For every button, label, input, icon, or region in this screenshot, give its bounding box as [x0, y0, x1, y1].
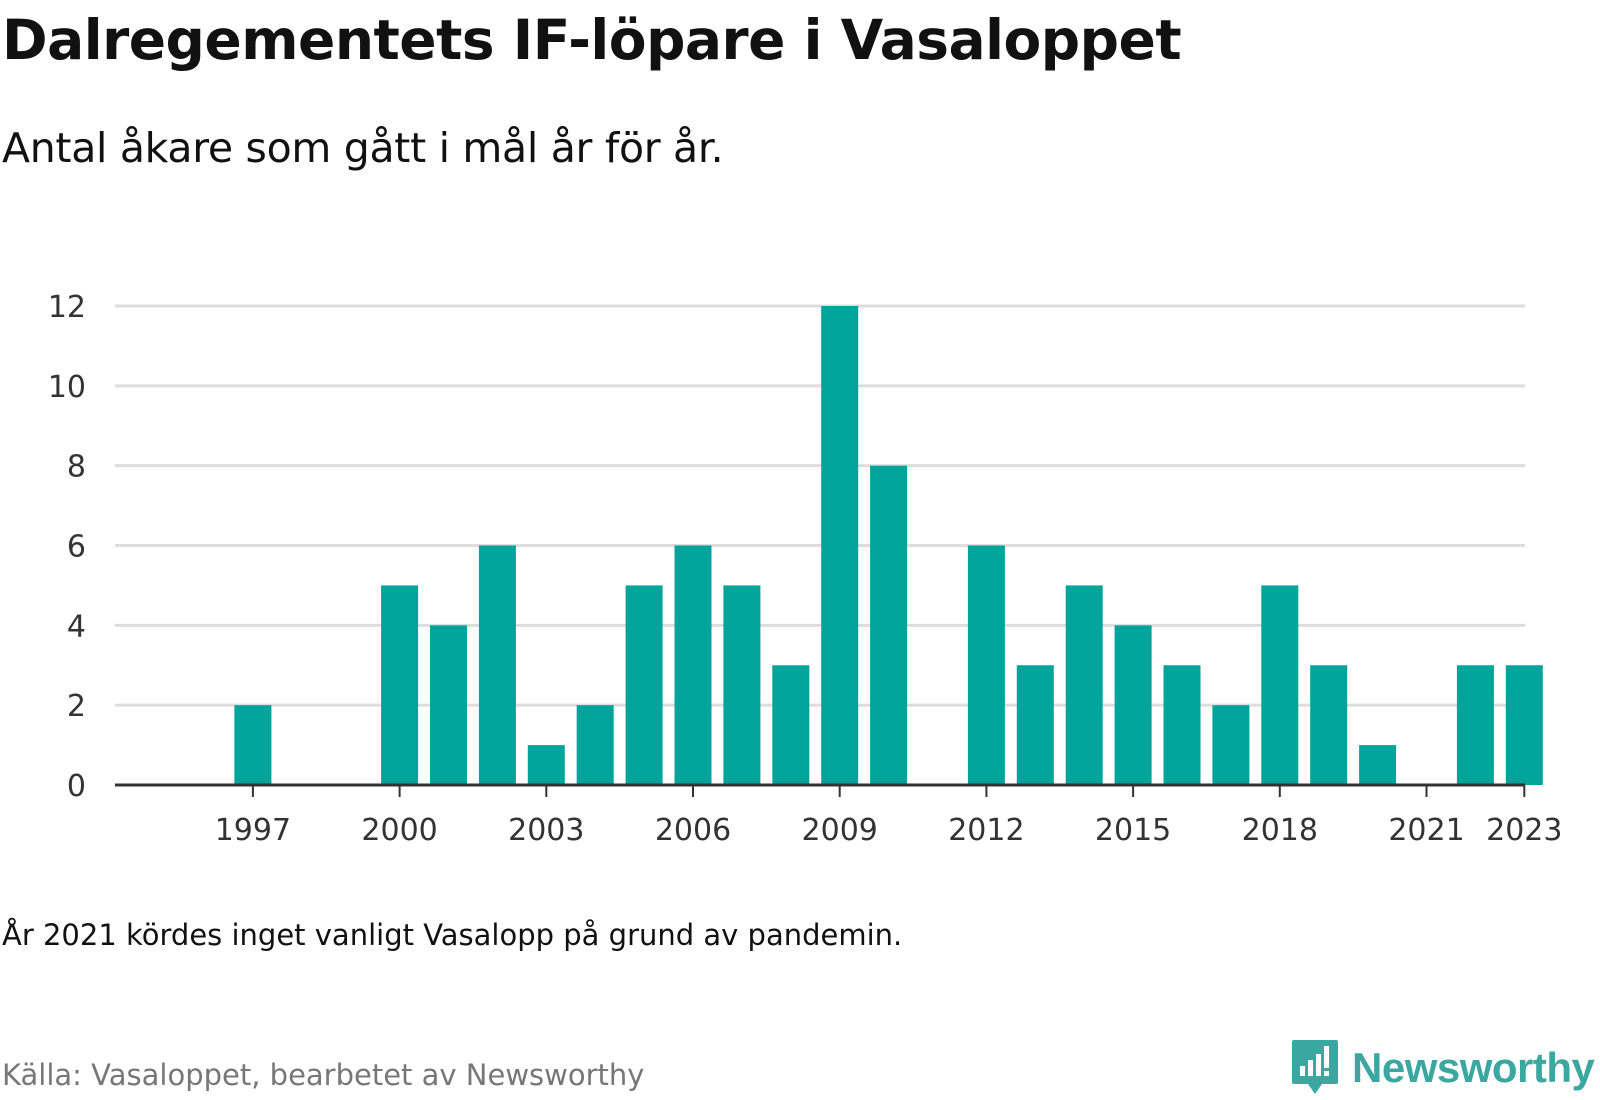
x-axis: 1997 2000 2003 2006 2009 2012 2015 2018 2021 2023	[115, 783, 1562, 848]
bar-2003[interactable]	[527, 745, 565, 785]
y-tick-label: 12	[48, 290, 86, 325]
bar-2020[interactable]	[1359, 745, 1397, 785]
x-tick-label: 2021	[1388, 813, 1464, 848]
chart-title: Dalregementets IF-löpare i Vasaloppet	[2, 8, 1182, 72]
y-tick-label: 6	[67, 530, 86, 565]
chart-subtitle: Antal åkare som gått i mål år för år.	[2, 124, 724, 172]
bar-2005[interactable]	[625, 585, 663, 785]
bar-2000[interactable]	[381, 585, 419, 785]
bar-2007[interactable]	[723, 585, 761, 785]
bar-2022[interactable]	[1456, 665, 1494, 785]
y-tick-label: 4	[67, 609, 86, 644]
x-tick-label: 2023	[1486, 813, 1562, 848]
x-tick-label: 2009	[802, 813, 878, 848]
bar-2014[interactable]	[1065, 585, 1103, 785]
bar-2004[interactable]	[576, 705, 614, 785]
brand-name: Newsworthy	[1352, 1044, 1595, 1091]
y-tick-label: 8	[67, 450, 86, 485]
bar-2009[interactable]	[821, 306, 859, 785]
bar-2006[interactable]	[674, 545, 712, 786]
bar-2023[interactable]	[1505, 665, 1543, 785]
bars	[234, 306, 1543, 786]
bar-2013[interactable]	[1016, 665, 1054, 785]
bar-2019[interactable]	[1310, 665, 1348, 785]
x-tick-label: 2018	[1242, 813, 1318, 848]
x-tick-label: 2012	[948, 813, 1024, 848]
x-tick-label: 1997	[215, 813, 291, 848]
gridlines	[115, 304, 1525, 707]
chart-note: År 2021 kördes inget vanligt Vasalopp på…	[2, 918, 903, 952]
bar-2008[interactable]	[772, 665, 810, 785]
x-tick-label: 2006	[655, 813, 731, 848]
bar-2015[interactable]	[1114, 625, 1152, 785]
newsworthy-logo-icon	[1292, 1040, 1338, 1094]
x-tick-label: 2000	[361, 813, 437, 848]
source-credit: Källa: Vasaloppet, bearbetet av Newswort…	[2, 1058, 645, 1092]
y-tick-label: 2	[67, 689, 86, 724]
bar-2017[interactable]	[1212, 705, 1250, 785]
bar-2002[interactable]	[478, 545, 516, 786]
x-tick-label: 2003	[508, 813, 584, 848]
brand-logo[interactable]: Newsworthy	[1290, 1038, 1595, 1098]
y-axis: 0 2 4 6 8 10 12	[48, 290, 86, 804]
x-tick-label: 2015	[1095, 813, 1171, 848]
bar-2010[interactable]	[870, 465, 908, 785]
y-tick-label: 0	[67, 769, 86, 804]
bar-2012[interactable]	[967, 545, 1005, 786]
bar-1997[interactable]	[234, 705, 272, 785]
bar-2016[interactable]	[1163, 665, 1201, 785]
bar-2018[interactable]	[1261, 585, 1299, 785]
bar-2001[interactable]	[430, 625, 467, 785]
y-tick-label: 10	[48, 370, 86, 405]
